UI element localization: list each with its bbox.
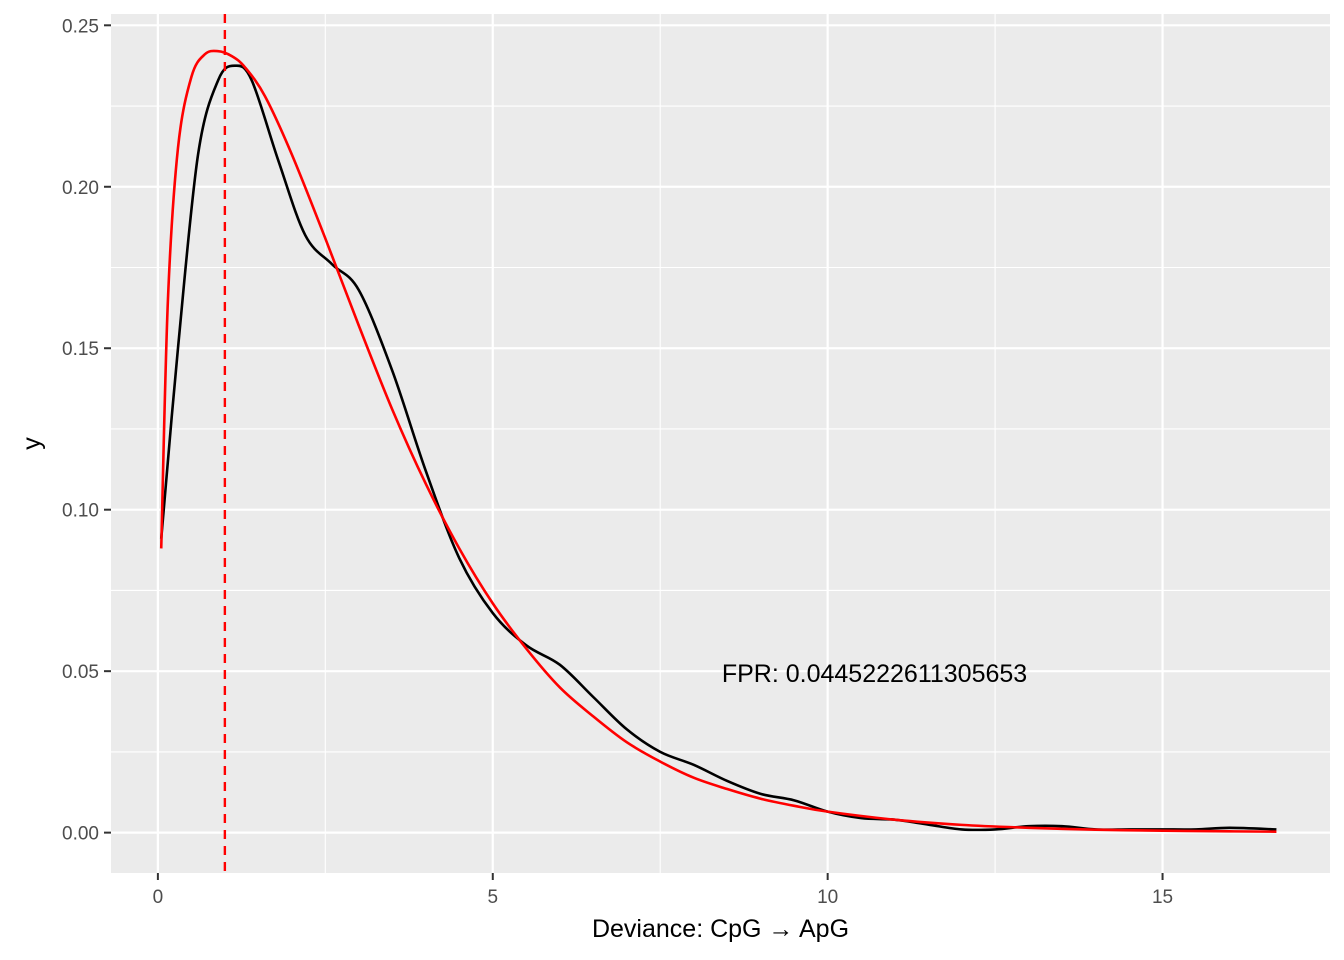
plot-panel (111, 14, 1330, 873)
x-axis-title: Deviance: CpG → ApG (592, 915, 849, 943)
major-gridlines (111, 14, 1330, 873)
y-axis-title: y (18, 437, 46, 450)
series-layer (159, 49, 1277, 833)
y-tick-label: 0.15 (62, 339, 99, 360)
density-line-black (159, 64, 1277, 832)
x-tick-label: 0 (153, 887, 164, 908)
fit-line-red (159, 49, 1277, 833)
x-tick-label: 15 (1152, 887, 1173, 908)
minor-gridlines (111, 14, 1330, 873)
annotation-layer: FPR: 0.0445222611305653 (722, 660, 1027, 688)
y-tick-label: 0.10 (62, 501, 99, 522)
y-tick-label: 0.05 (62, 662, 99, 683)
x-tick-label: 10 (817, 887, 838, 908)
y-tick-label: 0.00 (62, 824, 99, 845)
fpr-annotation: FPR: 0.0445222611305653 (722, 660, 1027, 688)
x-axis-ticks: 0 5 10 15 (153, 873, 1173, 908)
x-tick-label: 5 (487, 887, 498, 908)
y-tick-label: 0.20 (62, 178, 99, 199)
y-axis-ticks: 0.00 0.05 0.10 0.15 0.20 0.25 (62, 16, 111, 845)
y-tick-label: 0.25 (62, 16, 99, 37)
